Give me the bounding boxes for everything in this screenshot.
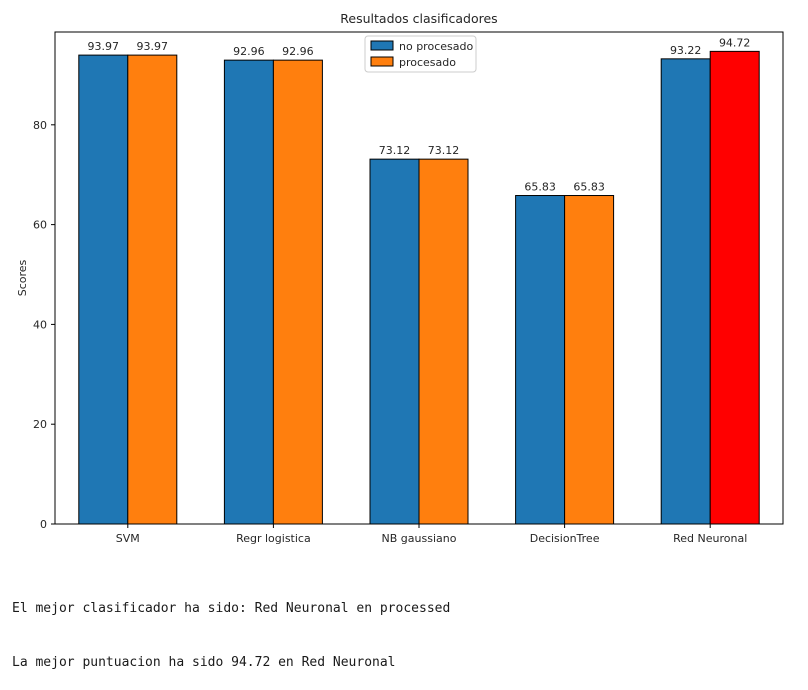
y-tick-label: 0: [40, 518, 47, 531]
bar: [127, 54, 178, 525]
y-tick-label: 60: [33, 219, 47, 232]
y-axis-label: Scores: [16, 259, 29, 296]
x-tick-label: DecisionTree: [530, 532, 600, 545]
output-text: El mejor clasificador ha sido: Red Neuro…: [12, 564, 450, 690]
bar-value-label: 93.97: [137, 40, 169, 53]
plot-frame: [54, 31, 784, 525]
bar-value-label: 65.83: [524, 181, 556, 194]
bar-value-label: 65.83: [573, 181, 605, 194]
legend-swatch: [370, 40, 394, 51]
bar-value-label: 73.12: [428, 144, 460, 157]
bar-value-label: 93.22: [670, 44, 702, 57]
bar: [369, 158, 420, 525]
bar: [418, 158, 469, 525]
chart-title: Resultados clasificadores: [340, 11, 497, 26]
legend-swatch: [370, 56, 394, 67]
bar-value-label: 94.72: [719, 36, 751, 49]
best-score-line: La mejor puntuacion ha sido 94.72 en Red…: [12, 655, 396, 670]
bar: [78, 54, 129, 525]
x-tick-label: SVM: [116, 532, 140, 545]
bar-value-label: 92.96: [282, 45, 314, 58]
x-tick-label: Regr logistica: [236, 532, 311, 545]
bar: [709, 50, 760, 525]
best-classifier-line: El mejor clasificador ha sido: Red Neuro…: [12, 601, 451, 616]
bar-value-label: 93.97: [88, 40, 120, 53]
y-tick-label: 20: [33, 418, 47, 431]
legend-label: no procesado: [399, 40, 473, 53]
legend-label: procesado: [399, 56, 456, 69]
y-tick-label: 80: [33, 119, 47, 132]
bar-chart: 93.97 93.97 SVM 92.96 92.96 Regr logistica 73.…: [16, 11, 784, 545]
x-tick-label: Red Neuronal: [673, 532, 747, 545]
bar: [515, 195, 566, 525]
bar: [564, 195, 615, 525]
bar-value-label: 92.96: [233, 45, 265, 58]
bar-value-label: 73.12: [379, 144, 411, 157]
bar: [223, 59, 274, 525]
y-tick-label: 40: [33, 318, 47, 331]
x-tick-label: NB gaussiano: [382, 532, 457, 545]
bar: [272, 59, 323, 525]
bar: [660, 58, 711, 525]
